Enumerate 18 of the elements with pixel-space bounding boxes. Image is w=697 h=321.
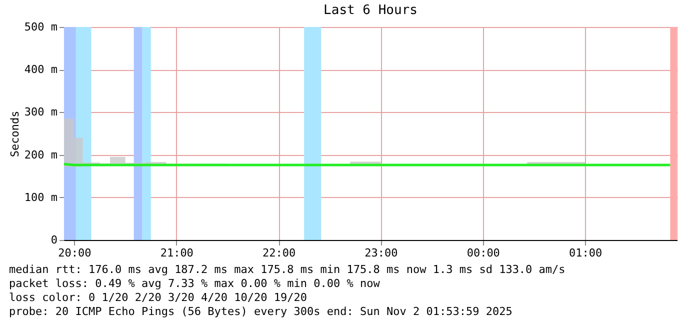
x-tick-label: 22:00	[262, 246, 296, 260]
text: loss color: 0 1/20 2/20 3/20 4/20 10/20 19/20	[9, 291, 308, 304]
text: packet loss: 0.49 % avg 7.33 % max 0.00 % min 0.00 % now	[9, 277, 380, 290]
y-axis-title: Seconds	[8, 110, 22, 158]
x-tick-label: 01:00	[568, 246, 602, 260]
x-tick-label: 20:00	[58, 246, 92, 260]
text: probe: 20 ICMP Echo Pings (56 Bytes) every 300s end: Sun Nov 2 01:53:59 2025	[9, 305, 512, 318]
y-tick-label: 200 m	[24, 148, 58, 162]
x-tick-label: 00:00	[466, 246, 500, 260]
x-tick-label: 23:00	[364, 246, 398, 260]
chart-title: Last 6 Hours	[324, 3, 418, 18]
text: median rtt: 176.0 ms avg 187.2 ms max 175.8 ms min 175.8 ms now 1.3 ms sd 133.0 am/s	[9, 263, 566, 276]
x-tick-label: 21:00	[160, 246, 194, 260]
y-tick-label: 300 m	[24, 106, 58, 119]
y-tick-label: 100 m	[24, 190, 58, 204]
y-tick-label: 400 m	[24, 63, 58, 76]
y-tick-label: 0	[50, 234, 58, 246]
y-tick-label: 500 m	[24, 20, 58, 34]
